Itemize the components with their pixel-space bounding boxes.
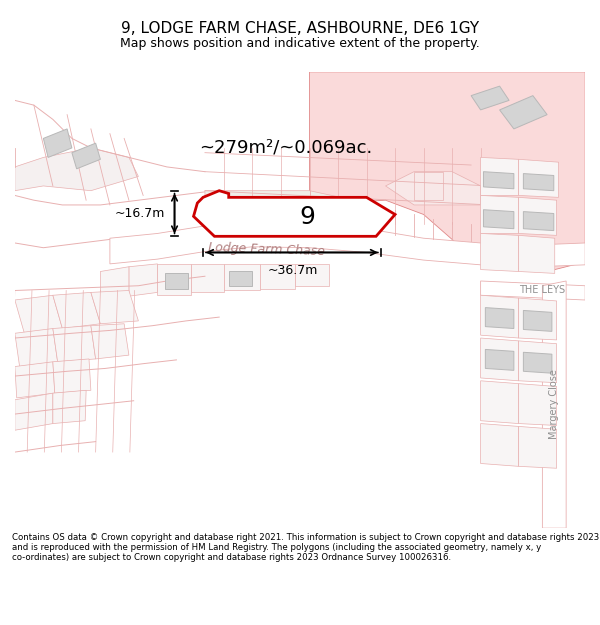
Polygon shape (260, 264, 295, 289)
Polygon shape (205, 191, 376, 234)
Text: 9: 9 (299, 205, 316, 229)
Polygon shape (15, 393, 53, 430)
Polygon shape (91, 291, 139, 324)
Polygon shape (523, 212, 554, 231)
Polygon shape (481, 381, 518, 424)
Polygon shape (15, 148, 139, 191)
Polygon shape (295, 264, 329, 286)
Text: ~16.7m: ~16.7m (115, 207, 165, 220)
Polygon shape (481, 424, 518, 466)
Text: THE LEYS: THE LEYS (518, 286, 565, 296)
Polygon shape (471, 86, 509, 110)
Polygon shape (72, 143, 100, 169)
Polygon shape (110, 222, 585, 267)
Text: Contains OS data © Crown copyright and database right 2021. This information is : Contains OS data © Crown copyright and d… (12, 532, 599, 562)
Polygon shape (481, 158, 518, 196)
Polygon shape (43, 129, 72, 158)
Polygon shape (485, 308, 514, 329)
Polygon shape (414, 172, 443, 200)
Polygon shape (53, 390, 86, 424)
Polygon shape (229, 271, 253, 286)
Polygon shape (542, 281, 566, 528)
Polygon shape (518, 298, 557, 340)
Text: ~36.7m: ~36.7m (267, 264, 317, 277)
Polygon shape (481, 196, 518, 234)
Polygon shape (91, 324, 129, 359)
Polygon shape (481, 338, 518, 381)
Polygon shape (518, 236, 555, 273)
Polygon shape (165, 273, 188, 289)
Polygon shape (481, 295, 518, 338)
Polygon shape (157, 264, 191, 295)
Polygon shape (100, 267, 129, 300)
Polygon shape (194, 191, 395, 236)
Polygon shape (15, 295, 62, 333)
Text: Margery Close: Margery Close (549, 369, 559, 439)
Polygon shape (484, 172, 514, 189)
Text: Lodge Farm Chase: Lodge Farm Chase (208, 241, 325, 258)
Text: 9, LODGE FARM CHASE, ASHBOURNE, DE6 1GY: 9, LODGE FARM CHASE, ASHBOURNE, DE6 1GY (121, 21, 479, 36)
Polygon shape (53, 359, 91, 393)
Polygon shape (484, 210, 514, 229)
Text: ~279m²/~0.069ac.: ~279m²/~0.069ac. (199, 139, 373, 157)
Polygon shape (518, 198, 557, 236)
Polygon shape (518, 159, 559, 198)
Polygon shape (481, 234, 518, 271)
Polygon shape (518, 341, 557, 382)
Polygon shape (481, 281, 585, 300)
Polygon shape (485, 349, 514, 371)
Polygon shape (129, 264, 157, 296)
Polygon shape (518, 384, 557, 426)
Polygon shape (15, 362, 55, 398)
Polygon shape (523, 352, 552, 373)
Polygon shape (310, 72, 585, 271)
Polygon shape (523, 311, 552, 331)
Polygon shape (523, 174, 554, 191)
Polygon shape (500, 96, 547, 129)
Polygon shape (386, 172, 481, 205)
Polygon shape (15, 329, 58, 366)
Text: Map shows position and indicative extent of the property.: Map shows position and indicative extent… (120, 38, 480, 50)
Polygon shape (191, 264, 224, 292)
Polygon shape (53, 292, 100, 329)
Polygon shape (518, 426, 557, 468)
Polygon shape (224, 264, 260, 291)
Polygon shape (53, 326, 95, 362)
